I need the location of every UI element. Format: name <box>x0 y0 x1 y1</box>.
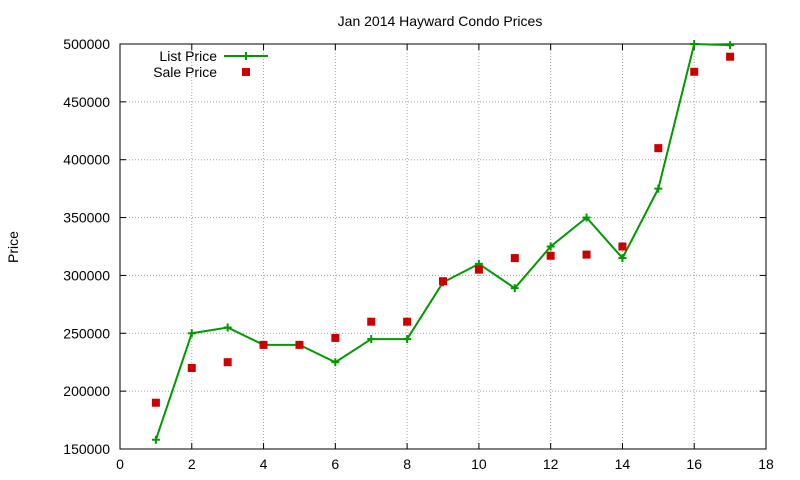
series-1 <box>151 52 735 407</box>
list-price-point <box>582 213 591 222</box>
legend-label-sale-price: Sale Price <box>153 64 217 80</box>
list-price-point <box>546 242 555 251</box>
sale-price-point <box>367 317 376 326</box>
legend-marks <box>224 52 268 76</box>
sale-price-point <box>295 340 304 349</box>
sale-price-point <box>439 277 447 286</box>
grid <box>120 44 766 449</box>
x-tick-label: 12 <box>543 456 559 472</box>
x-tick-label: 6 <box>331 456 339 472</box>
list-price-line <box>154 42 731 441</box>
list-price-point <box>151 435 160 444</box>
sale-price-point <box>403 317 412 326</box>
sale-price-point <box>259 340 268 349</box>
sale-price-point <box>331 333 340 342</box>
chart-title: Jan 2014 Hayward Condo Prices <box>338 13 543 29</box>
y-tick-label: 400000 <box>63 152 110 168</box>
sale-price-point <box>187 364 196 372</box>
y-axis-label: Price <box>5 231 21 263</box>
series <box>151 40 735 444</box>
plot-frame <box>119 43 767 450</box>
x-tick-label: 2 <box>188 456 196 472</box>
y-tick-label: 500000 <box>63 36 110 52</box>
y-tick-label: 250000 <box>63 325 110 341</box>
x-tick-label: 18 <box>758 456 774 472</box>
series-0 <box>151 40 735 444</box>
list-price-point <box>510 284 519 293</box>
sale-price-point <box>546 251 555 260</box>
list-price-point <box>654 184 663 193</box>
y-tick-label: 450000 <box>63 94 110 110</box>
legend-label-list-price: List Price <box>159 48 217 64</box>
sale-price-point <box>510 254 519 263</box>
sale-price-point <box>151 398 160 407</box>
list-price-point <box>403 335 412 344</box>
x-tick-label: 14 <box>615 456 631 472</box>
legend-marker-list-price <box>242 52 250 60</box>
axis-ticks: 0 2 4 6 8 10 12 14 16 18 150000 200000 250000 300000 3… <box>63 36 774 472</box>
list-price-point <box>223 323 232 332</box>
x-tick-label: 8 <box>403 456 411 472</box>
sale-price-point <box>654 144 663 153</box>
y-tick-label: 300000 <box>63 267 110 283</box>
sale-price-point <box>223 358 232 367</box>
legend-marker-sale-price <box>242 68 250 76</box>
x-tick-label: 10 <box>471 456 487 472</box>
sale-price-point <box>618 242 627 251</box>
x-tick-label: 4 <box>260 456 268 472</box>
legend: List Price Sale Price <box>153 48 268 80</box>
sale-price-point <box>690 67 699 76</box>
sale-price-point <box>582 250 591 259</box>
list-price-point <box>618 254 627 263</box>
x-tick-label: 16 <box>686 456 702 472</box>
sale-price-point <box>726 52 735 61</box>
y-tick-label: 200000 <box>63 383 110 399</box>
list-price-point <box>726 41 735 50</box>
list-price-point <box>331 358 340 367</box>
list-price-point <box>367 335 376 344</box>
list-price-point <box>690 40 699 48</box>
y-tick-label: 350000 <box>63 210 110 226</box>
y-tick-label: 150000 <box>63 441 110 457</box>
list-price-point <box>187 329 196 338</box>
x-tick-label: 0 <box>116 456 124 472</box>
sale-price-point <box>474 265 483 274</box>
